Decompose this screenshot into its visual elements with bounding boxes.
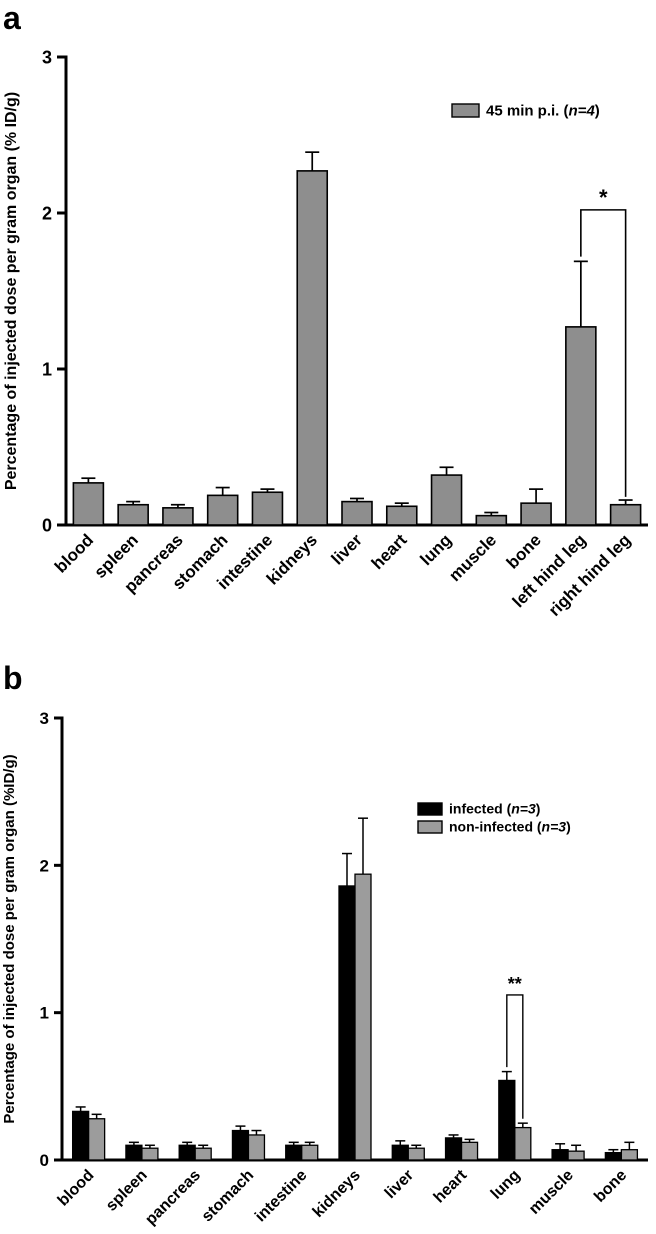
- bar-45min-blood: [72, 482, 105, 526]
- bar-45min-left-hind-leg: [565, 326, 597, 526]
- panel-b: b 0 1 2 3 Percentage of injected dose per gr…: [0, 660, 656, 1234]
- x-category-label-blood: blood: [55, 1167, 98, 1210]
- legend-swatch-noninfected: [417, 820, 443, 834]
- y-tick-label: 2: [40, 856, 49, 875]
- bar-infected-intestine: [285, 1144, 303, 1161]
- significance-label: *: [599, 185, 608, 210]
- panel-a-label: a: [3, 0, 21, 36]
- bar-45min-bone: [520, 502, 552, 526]
- legend-label-45min: 45 min p.i. (n=4): [486, 103, 600, 120]
- bar-45min-kidneys: [296, 170, 329, 526]
- y-tick-label: 0: [42, 515, 52, 535]
- bar-noninfected-intestine: [301, 1144, 319, 1161]
- bar-infected-liver: [391, 1144, 409, 1161]
- axes: [64, 55, 648, 527]
- x-category-label-muscle: muscle: [445, 530, 500, 585]
- chart-a: 0 1 2 3 Percentage of injected dose per gram…: [3, 47, 648, 620]
- bar-noninfected-lung: [514, 1126, 532, 1161]
- bar-45min-liver: [341, 500, 373, 526]
- x-category-label-bone: bone: [591, 1167, 630, 1206]
- x-category-label-kidneys: kidneys: [263, 530, 321, 588]
- y-tick-label: 0: [40, 1151, 49, 1170]
- bar-infected-pancreas: [178, 1144, 196, 1161]
- bar-45min-lung: [430, 474, 463, 526]
- significance-bracket: [580, 209, 627, 497]
- bar-45min-intestine: [251, 491, 284, 526]
- legend-label-infected: infected (n=3): [449, 801, 540, 817]
- chart-b: 0 1 2 3 Percentage of injected dose per gram…: [1, 709, 648, 1229]
- bar-infected-blood: [71, 1110, 90, 1161]
- bar-45min-stomach: [206, 494, 239, 526]
- bar-45min-heart: [385, 505, 418, 526]
- x-category-label-heart: heart: [368, 530, 411, 573]
- bar-infected-spleen: [125, 1144, 143, 1161]
- x-category-label-stomach: stomach: [199, 1167, 258, 1226]
- bar-infected-kidneys: [338, 885, 356, 1161]
- bar-45min-pancreas: [162, 507, 194, 526]
- bar-noninfected-pancreas: [194, 1147, 212, 1161]
- bar-infected-lung: [498, 1079, 516, 1161]
- y-tick-label: 1: [40, 1004, 49, 1023]
- y-axis-label: Percentage of injected dose per gram org…: [3, 92, 20, 490]
- x-category-label-liver: liver: [328, 530, 366, 568]
- significance-label: **: [508, 974, 522, 994]
- bar-infected-heart: [444, 1137, 463, 1161]
- y-axis-label: Percentage of injected dose per gram org…: [1, 754, 18, 1123]
- x-category-label-spleen: spleen: [103, 1167, 151, 1215]
- bar-noninfected-stomach: [247, 1134, 266, 1161]
- legend-swatch-infected: [417, 802, 443, 816]
- bar-45min-right-hind-leg: [609, 503, 642, 526]
- x-category-label-lung: lung: [417, 530, 456, 569]
- legend-label-noninfected: non-infected (n=3): [449, 819, 571, 835]
- bar-noninfected-blood: [87, 1118, 106, 1161]
- bar-infected-muscle: [551, 1149, 569, 1161]
- bar-noninfected-kidneys: [354, 873, 372, 1161]
- bar-noninfected-liver: [407, 1147, 425, 1161]
- x-category-label-liver: liver: [382, 1167, 417, 1202]
- x-category-label-lung: lung: [488, 1167, 524, 1203]
- bar-infected-bone: [604, 1151, 623, 1161]
- bar-noninfected-muscle: [567, 1150, 585, 1161]
- x-category-label-bone: bone: [503, 530, 545, 572]
- y-tick-label: 2: [42, 203, 52, 223]
- x-category-label-pancreas: pancreas: [142, 1167, 204, 1229]
- bar-infected-stomach: [231, 1129, 250, 1161]
- panel-a: a 0 1 2 3 Percentage of injected dose per gr…: [3, 0, 648, 620]
- bar-noninfected-spleen: [141, 1147, 159, 1161]
- bar-noninfected-heart: [460, 1141, 479, 1161]
- y-tick-label: 3: [40, 709, 49, 728]
- y-tick-label: 1: [42, 359, 52, 379]
- panel-b-label: b: [3, 660, 23, 696]
- legend-swatch-45min: [451, 103, 480, 118]
- bar-45min-spleen: [117, 503, 149, 526]
- bar-noninfected-bone: [620, 1149, 639, 1161]
- x-category-label-heart: heart: [431, 1166, 471, 1206]
- y-tick-label: 3: [42, 47, 52, 67]
- x-category-label-intestine: intestine: [252, 1167, 311, 1226]
- x-category-label-muscle: muscle: [526, 1167, 577, 1218]
- x-category-label-kidneys: kidneys: [310, 1167, 364, 1221]
- bar-45min-muscle: [475, 514, 508, 526]
- significance-bracket: [506, 994, 524, 1119]
